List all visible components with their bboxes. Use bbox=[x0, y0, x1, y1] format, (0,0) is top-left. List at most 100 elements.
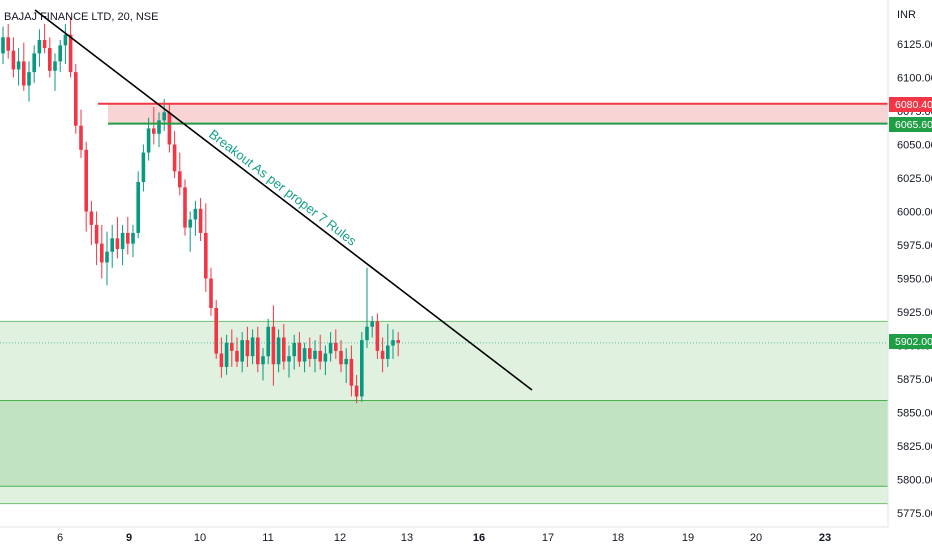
candle-body bbox=[344, 358, 348, 365]
candle-body bbox=[250, 337, 255, 357]
price-tick-label: 5925.00 bbox=[897, 307, 932, 319]
candle bbox=[292, 334, 296, 370]
candle-body bbox=[380, 350, 385, 359]
candle-body bbox=[94, 224, 99, 244]
time-axis[interactable]: 6 9 10 11 12 13 16 17 18 19 20 23 bbox=[57, 532, 831, 544]
candle bbox=[230, 329, 234, 367]
candle-body bbox=[318, 350, 322, 362]
resistance-top-tag-bg bbox=[889, 97, 932, 112]
candle bbox=[183, 179, 187, 236]
time-tick-label: 12 bbox=[334, 532, 346, 544]
candle bbox=[396, 332, 400, 357]
chart-title: BAJAJ FINANCE LTD, 20, NSE bbox=[4, 11, 158, 23]
candle bbox=[141, 144, 146, 192]
candle-body bbox=[276, 337, 281, 365]
candle-body bbox=[63, 34, 68, 46]
candle bbox=[79, 109, 83, 158]
candle bbox=[48, 37, 52, 78]
candle-body bbox=[240, 340, 244, 362]
last-price-tag-text: 5902.00 bbox=[895, 336, 932, 348]
candle-body bbox=[183, 187, 187, 228]
candle bbox=[245, 326, 250, 367]
candle bbox=[360, 332, 364, 402]
candle-body bbox=[266, 326, 270, 357]
candle bbox=[365, 267, 369, 349]
candle-body bbox=[235, 350, 239, 362]
candle bbox=[11, 37, 16, 78]
candle bbox=[250, 329, 255, 365]
candle-body bbox=[68, 34, 73, 73]
candle-body bbox=[141, 152, 146, 183]
candle-body bbox=[110, 238, 114, 252]
candle-body bbox=[204, 232, 208, 279]
candle bbox=[328, 332, 333, 362]
candle-body bbox=[105, 251, 109, 263]
candle bbox=[100, 224, 104, 279]
candle-body bbox=[230, 342, 234, 351]
candle-body bbox=[271, 326, 276, 365]
resistance-bottom-tag-text: 6065.60 bbox=[895, 119, 932, 131]
candle bbox=[6, 23, 10, 59]
candle-body bbox=[162, 112, 166, 121]
time-tick-label: 23 bbox=[819, 532, 831, 544]
candle bbox=[380, 337, 385, 373]
candle bbox=[282, 324, 286, 370]
candle-body bbox=[42, 39, 47, 49]
trendline bbox=[34, 9, 533, 391]
base-support-zone bbox=[0, 486, 888, 504]
candle-body bbox=[152, 128, 156, 134]
candle bbox=[37, 29, 42, 67]
time-tick-label: 17 bbox=[542, 532, 554, 544]
candle-body bbox=[172, 144, 177, 172]
price-tick-label: 5825.00 bbox=[897, 441, 932, 453]
candle bbox=[84, 141, 88, 232]
candle-body bbox=[22, 61, 26, 86]
resistance-zone bbox=[108, 103, 888, 124]
candle bbox=[323, 345, 328, 375]
candle-body bbox=[297, 342, 302, 362]
time-tick-label: 18 bbox=[612, 532, 624, 544]
time-tick-label: 20 bbox=[750, 532, 762, 544]
candle bbox=[334, 329, 338, 359]
candle bbox=[94, 211, 99, 266]
last-price-tag-bg bbox=[889, 334, 932, 349]
candle-body bbox=[261, 356, 265, 365]
price-tick-label: 5850.00 bbox=[897, 408, 932, 420]
candle bbox=[32, 45, 36, 83]
lines-layer bbox=[0, 9, 888, 391]
candle-body bbox=[302, 348, 307, 362]
zones-layer bbox=[0, 103, 888, 505]
candle bbox=[172, 131, 177, 178]
candle bbox=[256, 326, 260, 373]
candle-body bbox=[396, 340, 400, 343]
candle bbox=[354, 374, 359, 404]
candle-body bbox=[188, 219, 192, 228]
candle bbox=[318, 334, 322, 370]
time-tick-label: 16 bbox=[473, 532, 485, 544]
price-tick-label: 6050.00 bbox=[897, 140, 932, 152]
candle-body bbox=[219, 353, 224, 367]
candle-body bbox=[32, 53, 36, 73]
price-tick-label: 5875.00 bbox=[897, 374, 932, 386]
candle bbox=[276, 329, 281, 373]
time-tick-label: 10 bbox=[194, 532, 206, 544]
price-tick-label: 5975.00 bbox=[897, 240, 932, 252]
candle-body bbox=[328, 342, 333, 354]
candle bbox=[313, 340, 317, 373]
candle-body bbox=[256, 337, 260, 365]
candle bbox=[349, 345, 354, 397]
candle-body bbox=[386, 345, 390, 359]
candle-body bbox=[209, 278, 213, 308]
candle-body bbox=[58, 45, 62, 62]
candle-body bbox=[339, 350, 343, 365]
candle bbox=[157, 112, 161, 148]
candle bbox=[271, 305, 276, 386]
candle bbox=[1, 26, 5, 65]
time-tick-label: 13 bbox=[401, 532, 413, 544]
candle bbox=[105, 231, 109, 286]
candle-body bbox=[157, 120, 161, 134]
candle-body bbox=[136, 182, 140, 233]
candle bbox=[136, 171, 140, 239]
candle-body bbox=[89, 211, 94, 225]
